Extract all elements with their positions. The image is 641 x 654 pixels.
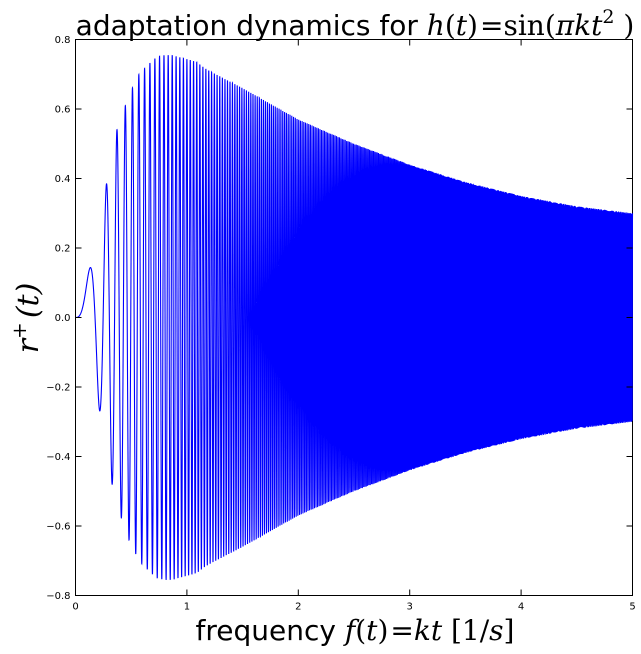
x-tick-label: 1 — [184, 602, 190, 613]
x-tick-label: 0 — [72, 602, 78, 613]
xlabel-formula-lparen: ( — [355, 614, 366, 647]
title-formula-k: k — [574, 9, 591, 42]
xlabel-formula-s: s — [489, 614, 503, 647]
x-tick-label: 3 — [407, 602, 413, 613]
xlabel-formula-k: k — [414, 614, 431, 647]
y-tick-label: 0.6 — [55, 105, 71, 116]
title-formula-rparen2: ) — [614, 9, 634, 42]
y-ticks: −0.8 −0.6 −0.4 −0.2 0.0 0.2 0.4 0.6 0.8 — [46, 35, 633, 602]
chart-title-prefix: adaptation dynamics for — [76, 9, 427, 42]
ylabel-symbol: r — [11, 337, 46, 353]
title-formula-h: h — [427, 9, 445, 42]
y-tick-label: 0.4 — [55, 174, 71, 185]
x-tick-label: 5 — [629, 602, 635, 613]
title-formula-pi: π — [555, 9, 575, 42]
title-formula-t2: t — [591, 9, 603, 42]
title-formula-exponent: 2 — [602, 6, 614, 28]
x-ticks: 0 1 2 3 4 5 — [72, 39, 636, 613]
x-axis-label: frequency f(t)=kt [1/s] — [196, 614, 515, 647]
xlabel-formula-t: t — [366, 614, 378, 647]
xlabel-formula-unit-close: ] — [504, 614, 515, 647]
title-formula-rparen: ) — [467, 9, 478, 42]
y-tick-label: −0.2 — [46, 383, 70, 394]
title-formula-lparen: ( — [445, 9, 456, 42]
xlabel-formula-rparen: ) — [377, 614, 388, 647]
series-line — [75, 55, 634, 580]
x-tick-label: 2 — [295, 602, 301, 613]
xlabel-formula-equals: = — [390, 614, 413, 647]
title-formula-equals: = — [480, 9, 503, 42]
xlabel-formula-unit-open: [1/ — [442, 614, 490, 647]
ylabel-superscript: + — [7, 322, 31, 339]
title-formula-t: t — [456, 9, 468, 42]
title-formula-sin: sin — [503, 9, 544, 42]
xlabel-formula-t2: t — [431, 614, 443, 647]
chart-title: adaptation dynamics for h(t)=sin(πkt2 ) — [76, 6, 635, 42]
x-tick-label: 4 — [518, 602, 524, 613]
y-tick-label: 0.8 — [55, 35, 71, 46]
y-tick-label: 0.2 — [55, 244, 71, 255]
y-tick-label: −0.4 — [46, 452, 70, 463]
y-axis-label: r+ (t) — [7, 283, 46, 354]
y-tick-label: −0.8 — [46, 591, 70, 602]
ylabel-args: (t) — [11, 283, 46, 318]
x-axis-label-prefix: frequency — [196, 614, 345, 647]
y-tick-label: −0.6 — [46, 522, 70, 533]
title-formula-lparen2: ( — [545, 9, 556, 42]
y-tick-label: 0.0 — [55, 313, 71, 324]
